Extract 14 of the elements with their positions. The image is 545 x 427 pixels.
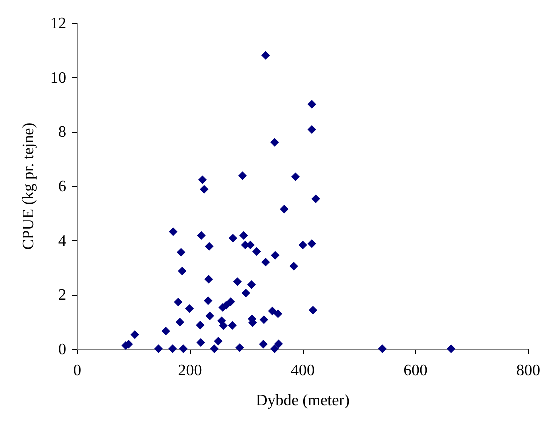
y-tick-label: 2 <box>58 287 66 304</box>
y-tick-label: 4 <box>58 232 66 250</box>
y-axis-title: CPUE (kg pr. tejne) <box>20 122 38 250</box>
x-tick-label: 0 <box>74 362 82 380</box>
y-tick-label: 12 <box>50 16 66 32</box>
y-tick-label: 6 <box>58 178 66 196</box>
y-tick-label: 0 <box>58 342 66 358</box>
y-tick-label: 8 <box>58 124 66 142</box>
x-tick-label: 200 <box>178 362 202 380</box>
x-tick-label: 600 <box>404 362 428 380</box>
y-tick-label: 10 <box>50 70 66 87</box>
x-axis-title: Dybde (meter) <box>256 392 350 410</box>
x-tick-label: 800 <box>516 362 540 380</box>
x-tick-label: 400 <box>291 362 315 380</box>
